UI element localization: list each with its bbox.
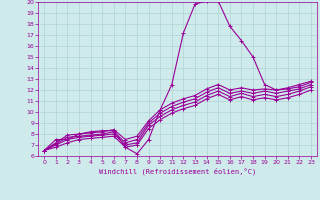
X-axis label: Windchill (Refroidissement éolien,°C): Windchill (Refroidissement éolien,°C) xyxy=(99,168,256,175)
